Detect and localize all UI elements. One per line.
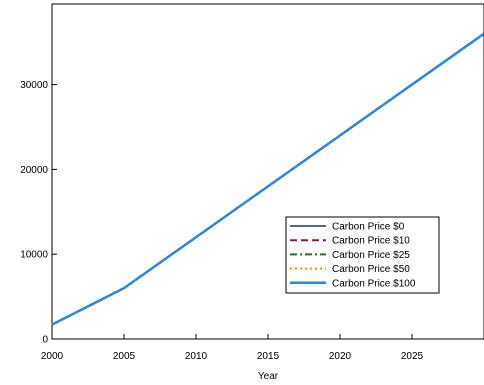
y-tick-label: 0	[42, 335, 48, 346]
legend: Carbon Price $0 Carbon Price $10 Carbon Pr…	[285, 216, 440, 294]
x-tick-label: 2010	[185, 351, 208, 362]
series-line-4	[51, 32, 484, 326]
y-tick-label: 20000	[20, 165, 48, 176]
x-tick-label: 2015	[257, 351, 280, 362]
legend-label-0: Carbon Price $0	[332, 222, 405, 233]
y-tick-label: 10000	[20, 250, 48, 261]
x-tick-label: 2020	[329, 351, 352, 362]
legend-label-3: Carbon Price $50	[332, 264, 410, 275]
x-tick-label: 2025	[401, 351, 424, 362]
x-tick-label: 2000	[41, 351, 64, 362]
series-lines	[51, 32, 484, 326]
legend-label-1: Carbon Price $10	[332, 236, 410, 247]
legend-items: Carbon Price $0 Carbon Price $10 Carbon Pr…	[290, 222, 416, 289]
legend-label-2: Carbon Price $25	[332, 250, 410, 261]
x-axis-ticks: 2000 2005 2010 2015 2020 2025	[41, 334, 424, 362]
x-tick-label: 2005	[113, 351, 136, 362]
y-axis-ticks: 0 10000 20000 30000	[20, 80, 57, 346]
x-axis-title: Year	[258, 371, 279, 382]
legend-label-4: Carbon Price $100	[332, 278, 416, 289]
y-tick-label: 30000	[20, 80, 48, 91]
